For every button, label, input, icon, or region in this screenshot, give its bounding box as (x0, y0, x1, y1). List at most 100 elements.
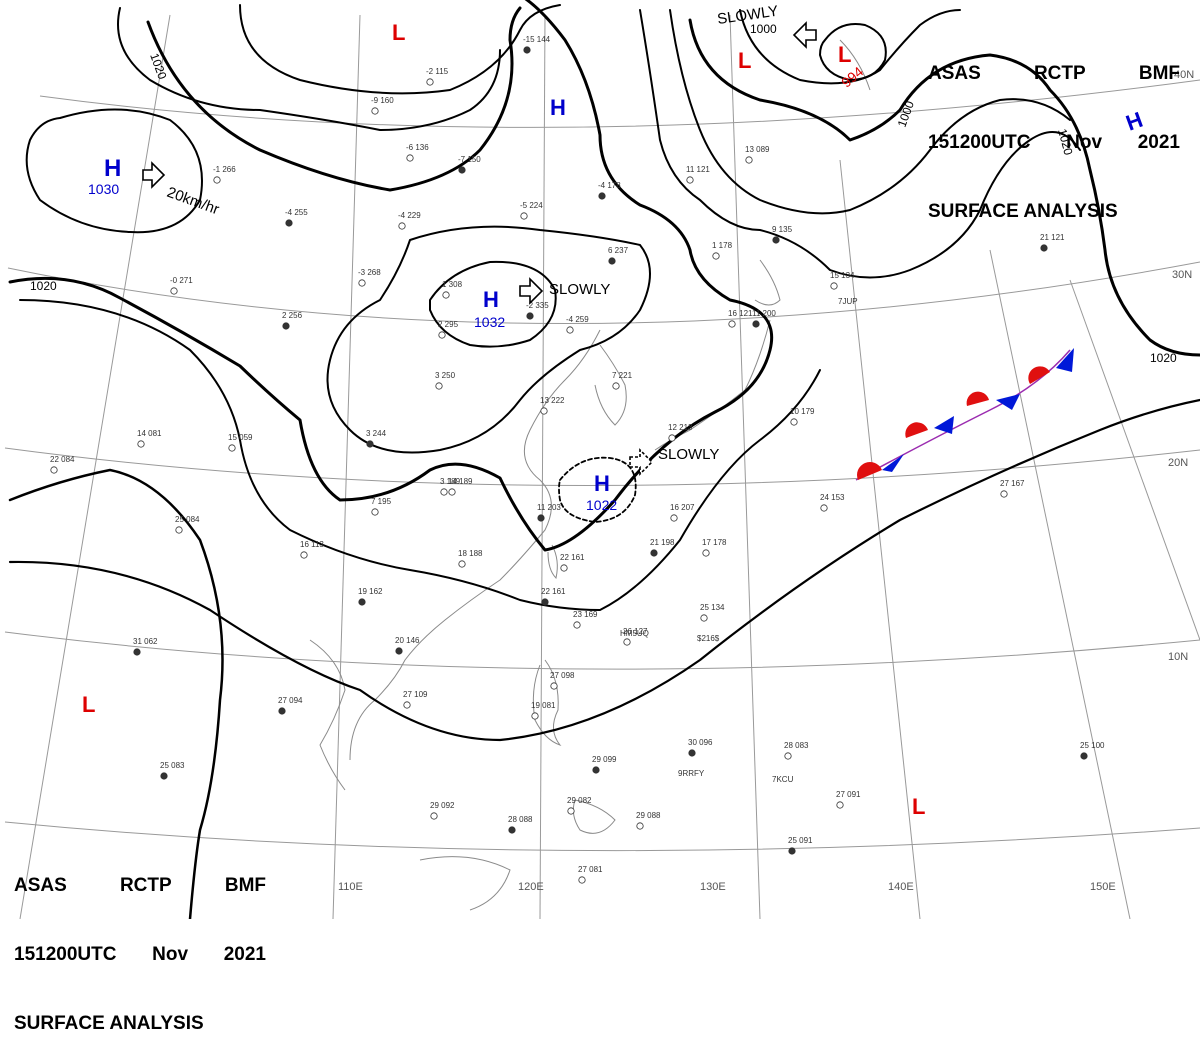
station-value: 30 096 (688, 738, 713, 747)
footer-product: SURFACE ANALYSIS (14, 1013, 204, 1034)
station-circle (403, 701, 411, 709)
station-circle (650, 549, 658, 557)
station-plot: 25 134 (700, 603, 725, 622)
station-plot: -9 160 (371, 96, 394, 115)
station-circle (508, 826, 516, 834)
movement-arrow-l994 (792, 21, 817, 49)
footer-month: Nov (152, 944, 189, 965)
cold-front-tooth-4 (1056, 348, 1074, 372)
station-plot: 19 162 (358, 587, 383, 606)
station-value: 27 081 (578, 865, 603, 874)
station-circle (567, 807, 575, 815)
station-circle (702, 549, 710, 557)
low-center-northeast: L (738, 48, 751, 73)
coast-korea (594, 344, 627, 426)
station-plot: -2 335 (526, 301, 549, 320)
station-value: 29 082 (567, 796, 592, 805)
station-value: 27 167 (1000, 479, 1025, 488)
station-plot: 21 198 (650, 538, 675, 557)
station-value: -4 255 (285, 208, 308, 217)
station-value: 21 198 (650, 538, 675, 547)
header-unit: BMF (1138, 63, 1180, 84)
station-plot: 15 059 (228, 433, 253, 452)
station-plot: 19 081 (531, 701, 556, 720)
coast-indochina (309, 639, 346, 791)
header-agency: ASAS (928, 63, 981, 84)
station-circle (728, 320, 736, 328)
station-plot: -3 268 (358, 268, 381, 287)
header-month: Nov (1066, 132, 1103, 153)
station-circle (358, 598, 366, 606)
station-value: 3 244 (366, 429, 387, 438)
header-row-2: 151200UTC Nov 2021 (928, 131, 1180, 154)
station-plot: 25 091 (788, 836, 813, 855)
station-plots: -15 144 -2 115 -9 160 -7 150 -6 136 -1 266 -4 … (50, 35, 1105, 884)
station-value: 16 113 (300, 540, 324, 549)
station-circle (784, 752, 792, 760)
station-plot: 23 169 (573, 610, 598, 629)
station-circle (788, 847, 796, 855)
isobar-1016-east (639, 9, 1081, 279)
station-plot: 29 092 (430, 801, 455, 820)
coast-borneo (419, 856, 511, 911)
station-circle (438, 331, 446, 339)
station-value: 31 062 (133, 637, 158, 646)
station-value: 21 121 (1040, 233, 1065, 242)
station-plot: 3 244 (366, 429, 387, 448)
header-year: 2021 (1137, 132, 1180, 153)
longitude-label-120e: 120E (518, 881, 544, 893)
station-value: 14 189 (448, 477, 473, 486)
station-value: -7 150 (458, 155, 481, 164)
high-center-1030: H (104, 155, 121, 182)
station-circle (592, 766, 600, 774)
station-circle (426, 78, 434, 86)
header-product: SURFACE ANALYSIS (928, 201, 1118, 222)
station-value: -4 178 (598, 181, 621, 190)
high-pressure-1030: 1030 (88, 181, 119, 197)
station-plot: 24 153 (820, 493, 845, 512)
station-circle (133, 648, 141, 656)
cold-front-tooth-2 (934, 416, 954, 434)
station-circle (608, 257, 616, 265)
station-value: 19 162 (358, 587, 383, 596)
station-circle (688, 749, 696, 757)
coast-kamchatka (839, 39, 871, 91)
station-circle (278, 707, 286, 715)
station-value: 15 134 (830, 271, 855, 280)
movement-label-h1032: SLOWLY (549, 281, 610, 298)
station-plot: 30 096 (688, 738, 713, 757)
coast-luzon (532, 659, 562, 747)
station-circle (366, 440, 374, 448)
station-plot: 10 179 (790, 407, 815, 426)
station-plot: 27 167 (1000, 479, 1025, 498)
station-plot: -4 178 (598, 181, 621, 200)
station-value: 12 213 (668, 423, 693, 432)
station-plot: 31 062 (133, 637, 158, 656)
station-circle (526, 312, 534, 320)
station-circle (670, 514, 678, 522)
movement-arrows (142, 21, 817, 476)
station-circle (566, 326, 574, 334)
longitude-label-130e: 130E (700, 881, 726, 893)
station-value: 7 195 (371, 497, 392, 506)
station-plot: 27 094 (278, 696, 303, 715)
header-datetime: 151200UTC (928, 132, 1031, 153)
station-value: -2 335 (526, 301, 549, 310)
ship-callsign: 7JUP (838, 297, 858, 306)
station-plot: -4 259 (566, 315, 589, 334)
ship-callsign: 9RRFY (678, 769, 705, 778)
station-plot: 2 295 (438, 320, 459, 339)
station-value: 11 121 (686, 165, 710, 174)
station-circle (668, 434, 676, 442)
high-center-1032: H (483, 287, 499, 312)
station-plot: 9 135 (772, 225, 793, 244)
station-circle (430, 812, 438, 820)
station-circle (406, 154, 414, 162)
station-circle (523, 46, 531, 54)
station-circle (170, 287, 178, 295)
movement-arrow-h1030 (142, 161, 166, 189)
station-plot: 3 250 (435, 371, 456, 390)
station-circle (752, 320, 760, 328)
station-circle (598, 192, 606, 200)
station-plot: -5 224 (520, 201, 543, 220)
